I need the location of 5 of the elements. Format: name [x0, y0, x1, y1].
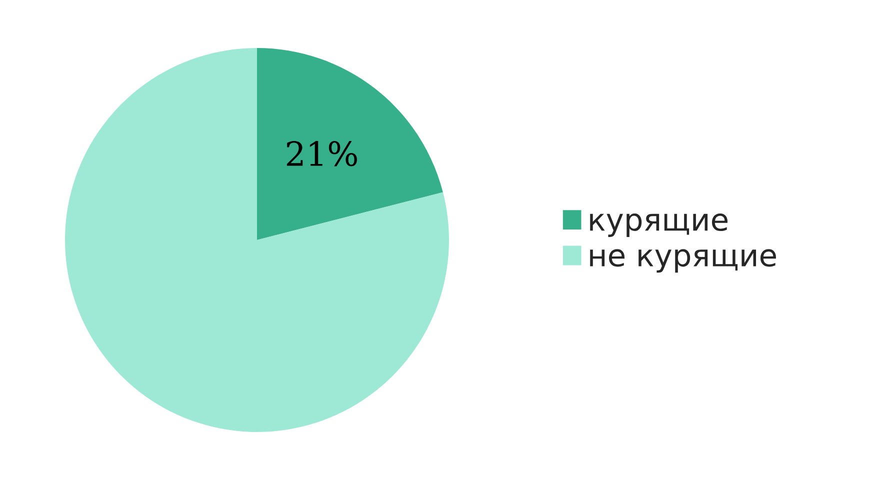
pie-slice	[65, 48, 449, 432]
legend-label: не курящие	[590, 249, 776, 273]
pie-slice	[257, 48, 443, 240]
legend-label: курящие	[590, 213, 728, 237]
data-label: 21%	[286, 141, 357, 166]
